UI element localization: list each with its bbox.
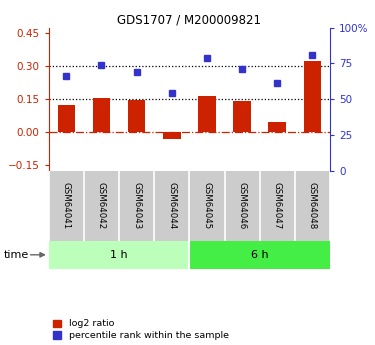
Bar <box>233 101 251 132</box>
Title: GDS1707 / M200009821: GDS1707 / M200009821 <box>117 13 261 27</box>
Text: GSM64048: GSM64048 <box>308 182 317 229</box>
Legend: log2 ratio, percentile rank within the sample: log2 ratio, percentile rank within the s… <box>54 319 229 340</box>
Text: GSM64042: GSM64042 <box>97 182 106 229</box>
Bar <box>189 240 330 269</box>
Text: GSM64043: GSM64043 <box>132 182 141 229</box>
Bar <box>128 100 146 132</box>
Bar <box>163 132 181 139</box>
Bar <box>57 105 75 132</box>
Text: GSM64045: GSM64045 <box>202 182 211 229</box>
Text: 1 h: 1 h <box>110 250 128 260</box>
Text: GSM64044: GSM64044 <box>167 182 176 229</box>
Text: time: time <box>4 250 29 260</box>
Bar <box>93 98 110 132</box>
Text: GSM64041: GSM64041 <box>62 182 71 229</box>
Bar <box>304 61 321 132</box>
Text: 6 h: 6 h <box>251 250 268 260</box>
Bar <box>49 240 189 269</box>
Text: GSM64046: GSM64046 <box>238 182 247 229</box>
Bar <box>268 122 286 132</box>
Text: GSM64047: GSM64047 <box>273 182 282 229</box>
Bar <box>198 96 216 132</box>
